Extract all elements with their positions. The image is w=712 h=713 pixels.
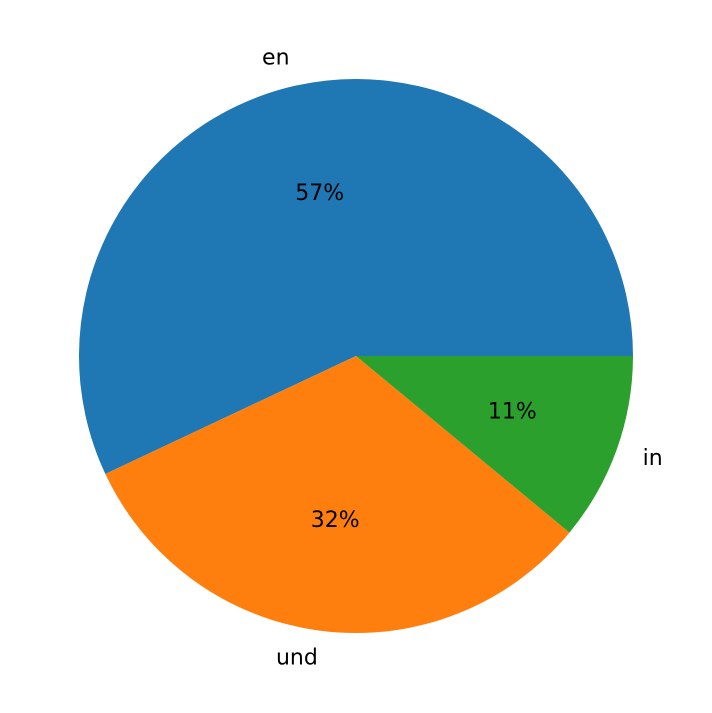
percent-label: 57% [295,181,344,206]
slice-label: en [262,46,289,71]
pie-slice [78,78,634,474]
pie-slice [105,356,570,633]
percent-label: 32% [311,508,360,533]
slice-label: in [643,446,663,471]
slice-label: und [276,645,318,670]
percent-label: 11% [488,399,537,424]
pie-slice [356,356,633,533]
